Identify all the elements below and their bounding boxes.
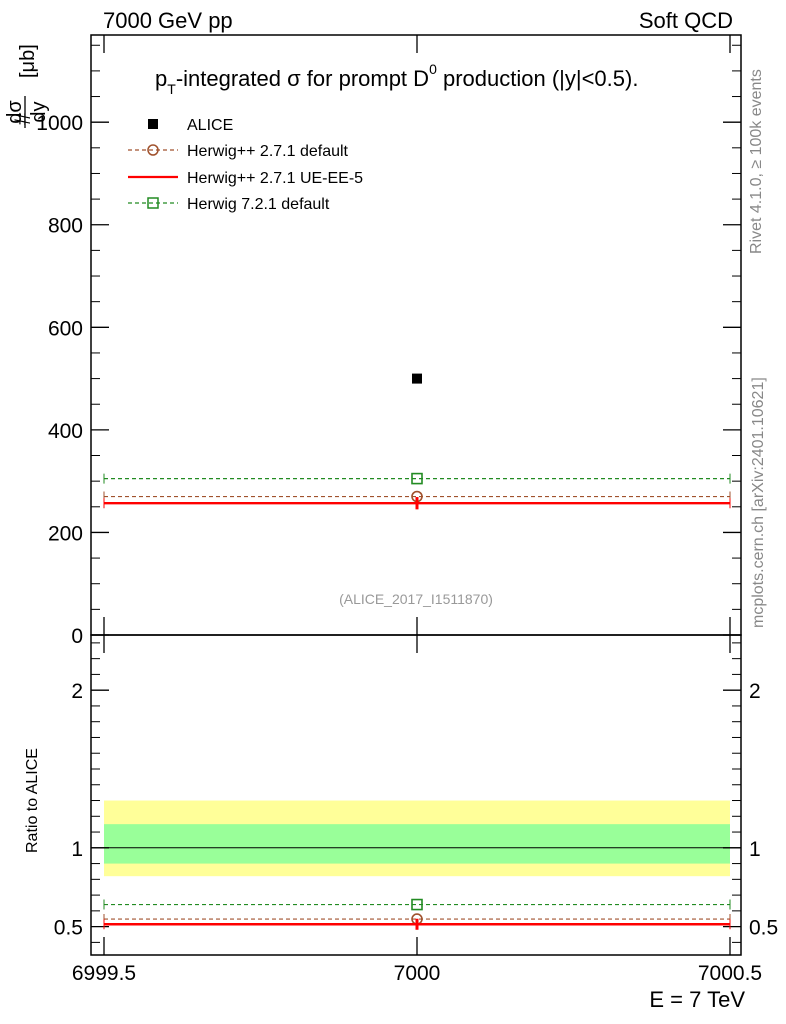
ylabel-num: dσ: [4, 100, 26, 124]
data-point-herwig-721-default: [411, 472, 423, 485]
x-axis-label: E = 7 TeV: [649, 987, 745, 1012]
legend-marker-herwig-271-default: [147, 144, 159, 156]
ratio-y-tick-label-right: 0.5: [749, 917, 778, 940]
ratio-y-tick-label: 0.5: [54, 917, 83, 940]
legend: ALICE Herwig++ 2.7.1 default Herwig++ 2.…: [128, 117, 363, 213]
ylabel-unit: [μb]: [17, 44, 39, 78]
ratio-band-inner: [104, 824, 730, 864]
legend-label-herwig-271-ueee5: Herwig++ 2.7.1 UE-EE-5: [187, 170, 363, 187]
legend-label-alice: ALICE: [187, 117, 233, 134]
header-left: 7000 GeV pp: [103, 8, 233, 33]
ylabel-den: dy: [28, 101, 50, 122]
ratio-point-herwig-721-default: [411, 898, 423, 911]
data-point-alice: [412, 373, 422, 384]
title-tail: production (|y|<0.5).: [437, 66, 639, 91]
legend-label-herwig-721-default: Herwig 7.2.1 default: [187, 196, 330, 213]
ratio-y-tick-label: 2: [71, 680, 83, 703]
ratio-y-label: Ratio to ALICE: [24, 748, 41, 853]
mcplots-note: mcplots.cern.ch [arXiv:2401.10621]: [750, 377, 767, 628]
x-tick-label: 6999.5: [72, 962, 136, 985]
y-tick-label: 1000: [36, 112, 83, 135]
title-sub: T: [167, 81, 176, 97]
y-tick-label: 800: [48, 215, 83, 238]
title-sup: 0: [429, 61, 437, 77]
title-rest: -integrated σ for prompt D: [176, 66, 429, 91]
x-tick-label: 7000.5: [698, 962, 762, 985]
y-tick-label: 400: [48, 420, 83, 443]
y-tick-label: 0: [71, 625, 83, 648]
y-tick-label: 600: [48, 317, 83, 340]
x-tick-label: 7000: [394, 962, 441, 985]
legend-marker-herwig-721-default: [147, 197, 159, 209]
title-p: p: [155, 66, 167, 91]
ratio-y-tick-label: 1: [71, 838, 83, 861]
analysis-reference: (ALICE_2017_I1511870): [339, 591, 493, 607]
ratio-y-tick-label-right: 2: [749, 680, 761, 703]
legend-label-herwig-271-default: Herwig++ 2.7.1 default: [187, 143, 349, 160]
header-right: Soft QCD: [639, 8, 733, 33]
y-tick-label: 200: [48, 522, 83, 545]
ratio-plot-frame: [90, 634, 742, 956]
ratio-y-tick-label-right: 1: [749, 838, 761, 861]
ylabel-hash: #: [10, 112, 35, 125]
rivet-note: Rivet 4.1.0, ≥ 100k events: [748, 69, 765, 254]
legend-marker-alice: [148, 119, 158, 129]
plot-title: pT-integrated σ for prompt D0 production…: [155, 61, 638, 97]
main-y-label: # dσ dy [μb]: [4, 44, 50, 128]
